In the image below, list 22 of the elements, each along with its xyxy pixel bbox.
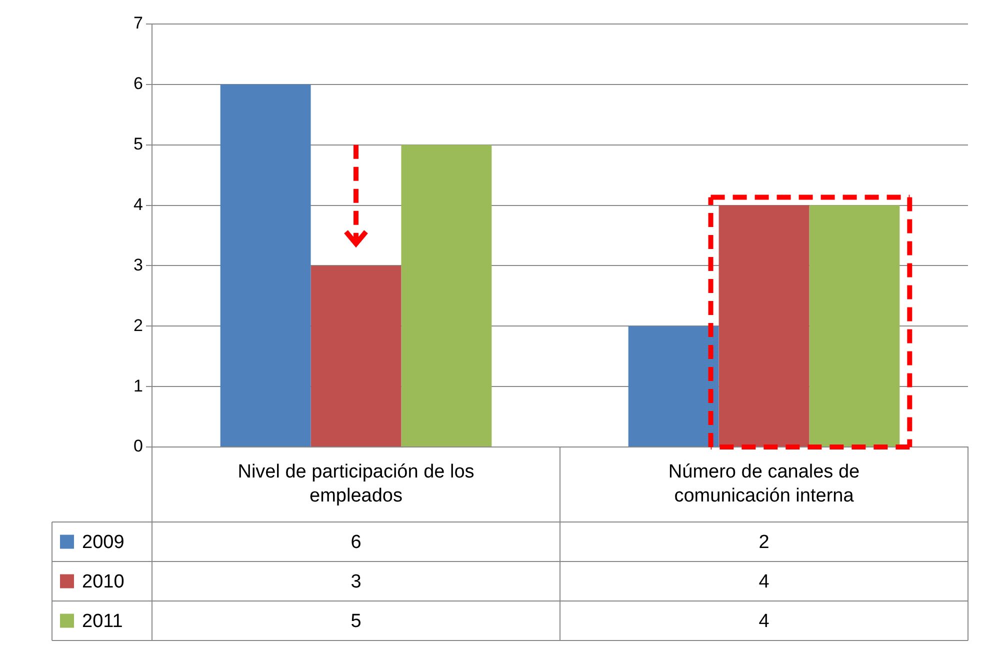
bar	[310, 266, 402, 446]
data-label: 4	[758, 571, 770, 592]
y-tick-label: 5	[134, 134, 143, 154]
y-tick-label: 1	[134, 376, 143, 396]
data-label: 5	[350, 610, 362, 632]
y-tick-label: 2	[134, 316, 143, 335]
y-tick-label: 3	[134, 255, 143, 274]
data-label: 4	[758, 610, 770, 632]
y-tick-label: 6	[134, 74, 143, 94]
x-tick-label: Número de canales de comunicación interna	[668, 462, 860, 507]
y-tick-label: 0	[134, 436, 143, 456]
legend-label: 2010	[82, 571, 124, 592]
bar	[401, 144, 492, 446]
legend-label: 2011	[82, 610, 123, 632]
data-label: 3	[350, 571, 362, 592]
bar	[220, 84, 311, 446]
legend-label: 2009	[82, 532, 124, 553]
data-label: 2	[758, 532, 770, 553]
x-tick-label: Nivel de participación de los empleados	[238, 462, 474, 507]
y-tick-label: 7	[134, 14, 143, 33]
data-label: 6	[350, 532, 362, 553]
y-tick-label: 4	[134, 194, 143, 214]
